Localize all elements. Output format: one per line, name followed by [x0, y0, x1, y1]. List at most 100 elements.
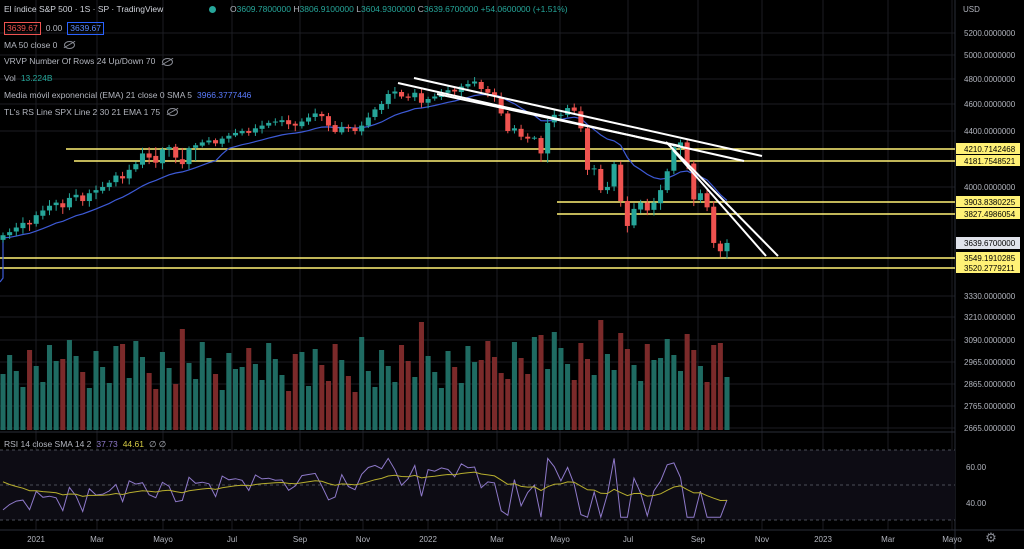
ema-value: 3966.3777446 [197, 89, 252, 100]
volume-bar [618, 333, 624, 430]
candle [359, 121, 365, 136]
candle-body [631, 208, 637, 226]
candle-body [259, 125, 265, 129]
candle-body [724, 242, 730, 252]
price-tick: 2965.0000000 [964, 358, 1016, 367]
candle-body [697, 193, 703, 201]
candle [638, 199, 644, 214]
candle [40, 205, 46, 220]
gear-icon[interactable]: ⚙ [985, 530, 997, 545]
candle-body [379, 104, 385, 110]
candle [113, 172, 119, 187]
candle [133, 161, 139, 172]
candle-body [286, 120, 292, 125]
buy-price-box[interactable]: 3639.67 [67, 21, 105, 35]
low-label: L [356, 4, 361, 14]
candle-body [392, 91, 398, 94]
candle-body [133, 164, 139, 170]
legend-ema[interactable]: Media móvil exponencial (EMA) 21 close 0… [4, 87, 256, 104]
candle-body [498, 97, 504, 114]
volume-bar [359, 337, 365, 430]
candle-body [159, 149, 165, 164]
rsi-tick: 60.00 [966, 463, 987, 472]
candle-body [677, 142, 684, 148]
candle-body [425, 99, 431, 103]
volume-bar [213, 374, 219, 430]
candle [7, 228, 13, 239]
candle-body [359, 125, 365, 132]
candle-body [113, 175, 119, 183]
volume-bar [126, 378, 132, 430]
candle [578, 106, 584, 132]
candle [584, 125, 591, 175]
candle [60, 199, 66, 214]
sell-price-box[interactable]: 3639.67 [4, 21, 41, 35]
volume-bar [458, 383, 464, 430]
time-tick: Mar [490, 535, 504, 544]
volume-bar [193, 379, 199, 430]
eye-hidden-icon[interactable] [162, 57, 174, 66]
candle [219, 136, 225, 148]
candle [399, 89, 405, 99]
volume-bar [651, 360, 657, 430]
candle-body [13, 227, 19, 232]
volume-bar [20, 387, 26, 430]
support-price-label: 3827.4986054 [964, 210, 1016, 219]
candle [266, 120, 272, 129]
candle [571, 103, 577, 114]
ema-line [0, 93, 728, 283]
time-tick: Jul [227, 535, 237, 544]
candle-body [432, 96, 438, 99]
volume-bar [339, 360, 345, 430]
candle-body [644, 202, 650, 211]
rsi-legend: RSI 14 close SMA 14 2 37.73 44.61 ∅ ∅ [4, 436, 171, 453]
volume-bar [352, 392, 358, 430]
eye-hidden-icon[interactable] [64, 41, 76, 50]
change-value: +54.0600000 (+1.51%) [480, 4, 568, 14]
price-tick: 3090.0000000 [964, 336, 1016, 345]
legend-vol[interactable]: Vol 13.224B [4, 70, 256, 87]
time-tick: Jul [623, 535, 633, 544]
candle-body [100, 187, 106, 191]
low-value: 3604.9300000 [361, 4, 416, 14]
candle [179, 147, 185, 169]
time-axis[interactable]: 2021 Mar Mayo Jul Sep Nov 2022 Mar Mayo Jul Sep Nov… [27, 535, 962, 544]
price-axis[interactable]: USD 5200.0000000 5000.0000000 4800.0000000 4… [956, 5, 1020, 508]
volume-bar [704, 382, 710, 430]
candle-body [664, 171, 670, 191]
candle [186, 146, 192, 170]
rsi-line [2, 457, 728, 520]
candle [425, 96, 431, 109]
candle [259, 120, 265, 134]
candle-body [20, 222, 26, 229]
trendline [672, 149, 767, 257]
rsi-extra: ∅ ∅ [148, 439, 167, 449]
candle-body [339, 126, 345, 133]
legend-vrvp[interactable]: VRVP Number Of Rows 24 Up/Down 70 [4, 53, 256, 70]
support-price-label: 4181.7548521 [964, 157, 1016, 166]
legend-ma[interactable]: MA 50 close 0 [4, 37, 256, 54]
candle [312, 108, 318, 122]
candle [711, 201, 717, 248]
candle-body [352, 127, 358, 131]
volume-bar [578, 343, 584, 430]
legend-tl[interactable]: TL's RS Line SPX Line 2 30 21 EMA 1 75 [4, 104, 256, 121]
candle [624, 196, 630, 233]
volume-bar [279, 375, 285, 430]
volume-bar [624, 349, 630, 430]
symbol-header[interactable]: El índice S&P 500 · 1S · SP · TradingVie… [4, 4, 163, 14]
candle-body [452, 89, 458, 92]
candle [139, 147, 146, 169]
volume-bar [40, 382, 46, 430]
vol-label: Vol [4, 73, 16, 84]
volume-bar [0, 374, 6, 430]
volume-bar [7, 355, 13, 430]
eye-hidden-icon[interactable] [167, 107, 179, 116]
support-price-tag [956, 154, 1020, 166]
volume-bar [106, 383, 112, 430]
candle-body [691, 163, 697, 200]
volume-bar [345, 376, 351, 430]
trendlines[interactable] [397, 77, 779, 257]
